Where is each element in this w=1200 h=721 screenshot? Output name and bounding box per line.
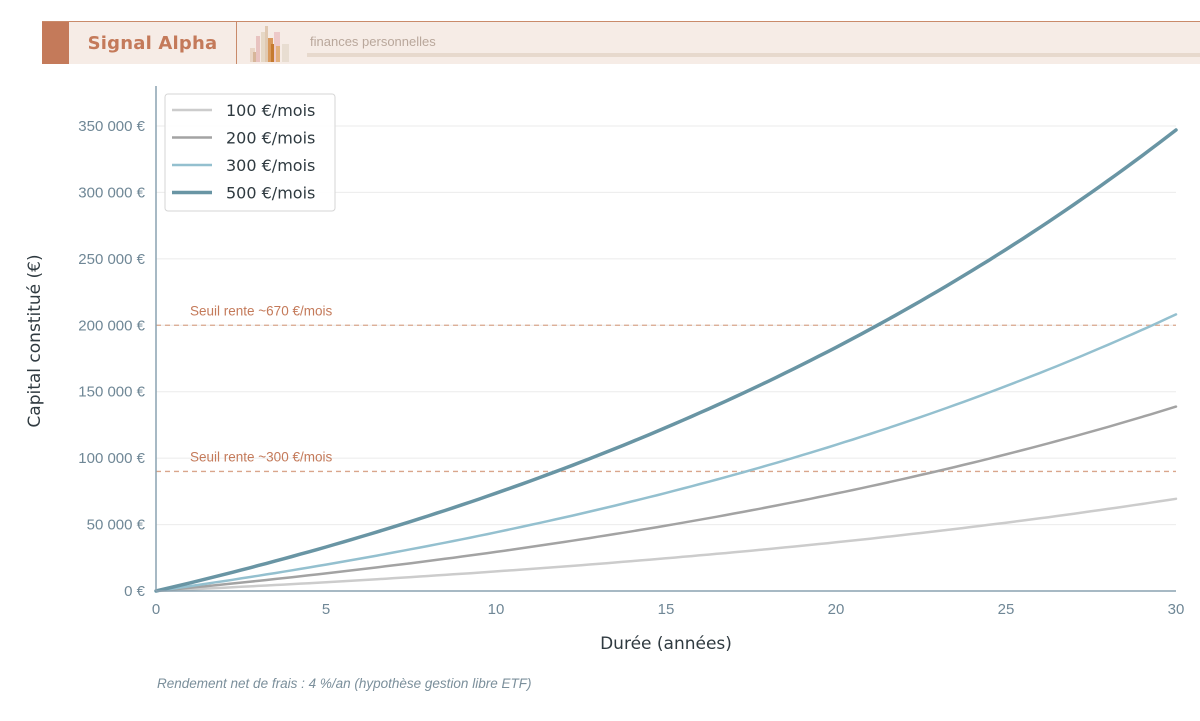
tagline: finances personnelles (310, 34, 436, 49)
x-tick-label: 20 (828, 601, 845, 618)
x-tick-label: 5 (322, 601, 330, 618)
y-tick-label: 350 000 € (78, 118, 145, 135)
x-axis-label: Durée (années) (600, 634, 732, 654)
series-line (154, 313, 1178, 593)
y-tick-label: 200 000 € (78, 317, 145, 334)
y-axis-label: Capital constitué (€) (25, 254, 45, 427)
legend-entry: 300 €/mois (226, 156, 315, 175)
header-banner: Signal Alpha finances personnelles (42, 21, 1200, 64)
reference-line-label: Seuil rente ~300 €/mois (190, 449, 332, 464)
header-divider (236, 22, 237, 64)
x-tick-label: 30 (1168, 601, 1185, 618)
bar-chart-logo-icon (250, 26, 289, 62)
x-tick-label: 10 (488, 601, 505, 618)
x-tick-label: 25 (998, 601, 1015, 618)
series-line (154, 128, 1178, 593)
reference-lines: Seuil rente ~670 €/mois Seuil rente ~300 … (156, 303, 1176, 473)
legend-entry: 200 €/mois (226, 129, 315, 148)
legend-entry: 500 €/mois (226, 184, 315, 203)
y-tick-label: 100 000 € (78, 450, 145, 467)
series-lines (154, 128, 1178, 593)
footnote: Rendement net de frais : 4 %/an (hypothè… (157, 676, 532, 691)
x-tick-label: 15 (658, 601, 675, 618)
header-rule (307, 53, 1200, 57)
legend-entry: 100 €/mois (226, 101, 315, 120)
brand-accent-bar (42, 22, 69, 64)
y-tick-label: 250 000 € (78, 251, 145, 268)
series-line (154, 405, 1178, 593)
x-tick-label: 0 (152, 601, 160, 618)
axes: 0 € 50 000 € 100 000 € 150 000 € 200 000 € 25… (78, 86, 1184, 618)
brand-name: Signal Alpha (87, 32, 218, 54)
reference-line-label: Seuil rente ~670 €/mois (190, 303, 332, 318)
y-tick-label: 0 € (124, 583, 146, 600)
legend: 100 €/mois 200 €/mois 300 €/mois 500 €/mois (164, 93, 336, 212)
y-tick-label: 150 000 € (78, 384, 145, 401)
series-line (154, 497, 1178, 593)
y-tick-label: 300 000 € (78, 184, 145, 201)
legend-box (164, 93, 336, 212)
y-tick-label: 50 000 € (87, 517, 146, 534)
